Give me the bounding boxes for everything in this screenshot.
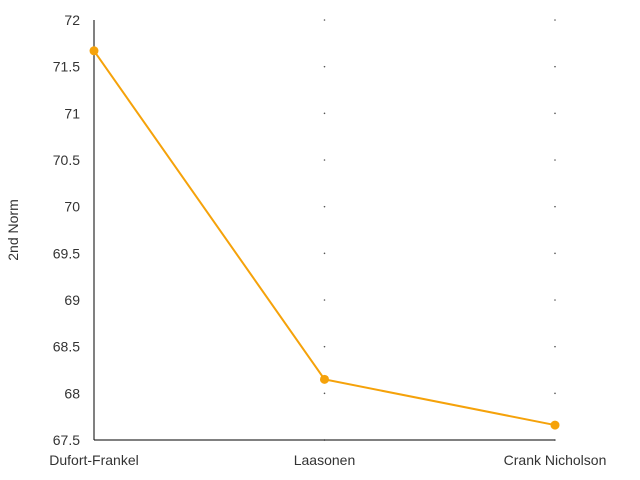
grid-dot [323,252,326,255]
y-tick-label: 68 [64,385,80,401]
data-point [320,374,329,384]
y-tick-label: 70 [64,199,80,215]
x-tick-label: Laasonen [294,452,356,468]
x-tick-label: Dufort-Frankel [49,452,138,468]
y-tick-label: 67.5 [53,432,80,448]
grid-dot [554,65,556,68]
grid-dot [554,299,556,301]
grid-dots [323,19,556,441]
grid-dot [554,392,556,395]
series-group [89,46,560,430]
grid-dot [323,392,326,395]
y-tick-label: 71 [64,105,80,121]
y-tick-label: 71.5 [53,59,80,75]
grid-dot [554,345,556,348]
data-point [89,46,99,56]
grid-dot [554,205,556,208]
grid-dot [323,65,326,68]
grid-dot [554,159,556,161]
y-tick-labels: 67.5 68 68.5 69 69.5 70 70.5 71 71.5 72 [53,12,80,448]
series-line [93,50,556,427]
grid-dot [554,252,556,255]
grid-dot [323,112,326,115]
y-tick-label: 69.5 [53,245,80,261]
x-tick-labels: Dufort-Frankel Laasonen Crank Nicholson [49,452,606,468]
grid-dot [323,299,326,301]
y-tick-label: 70.5 [53,152,80,168]
y-tick-label: 68.5 [53,339,80,355]
grid-dot [323,345,326,348]
grid-dot [323,19,326,21]
y-axis-title: 2nd Norm [5,199,21,260]
grid-dot [323,159,326,161]
y-tick-label: 69 [64,292,80,308]
x-tick-label: Crank Nicholson [504,452,607,468]
data-point [550,420,560,430]
grid-dot [323,205,326,208]
grid-dot [554,19,556,21]
y-tick-label: 72 [64,12,80,28]
grid-dot [554,112,556,115]
